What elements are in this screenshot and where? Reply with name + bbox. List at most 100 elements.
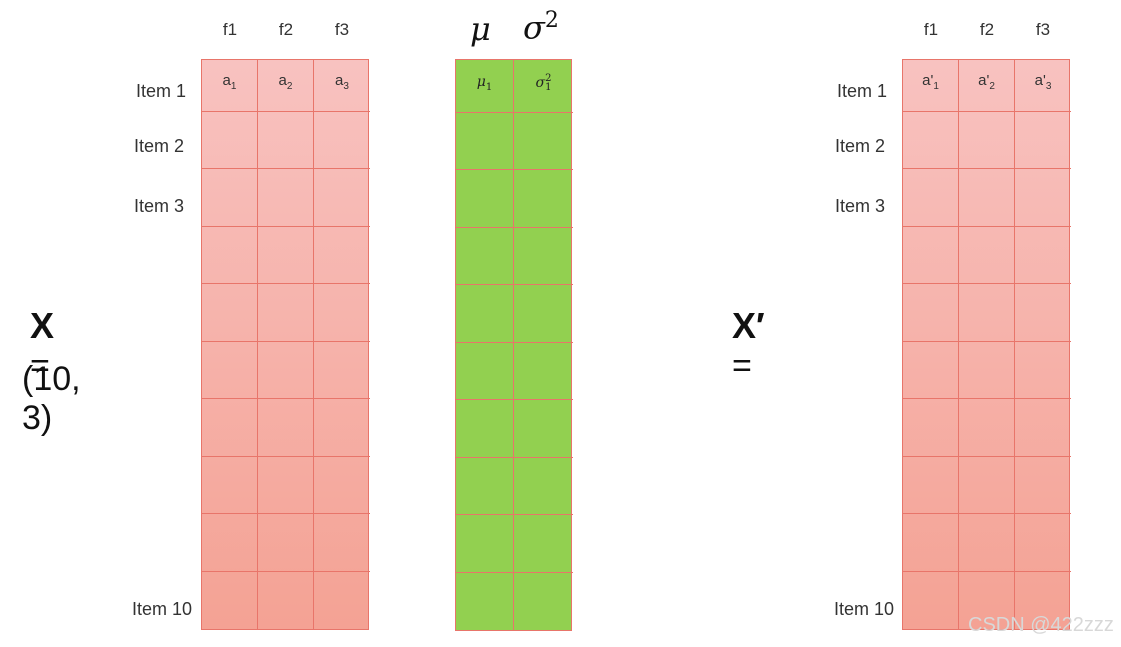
right-row-label-1: Item 1 [836, 81, 887, 101]
right-matrix-cell-r3-c3 [1015, 169, 1071, 227]
stats-cell-r10-c2 [514, 573, 573, 630]
stats-cell-r8-c1 [456, 457, 514, 516]
left-matrix-cell-r8-c1 [202, 456, 258, 515]
left-matrix-cell-r6-c2 [258, 341, 314, 400]
right-matrix-cell-r9-c3 [1015, 514, 1071, 572]
right-matrix-cell-r4-c2 [959, 226, 1015, 285]
left-matrix-cell-r8-c3 [314, 457, 370, 515]
x-prime-equals: = [732, 347, 752, 385]
left-row-label-2: Item 2 [133, 136, 184, 156]
right-matrix-cell-r8-c2 [959, 456, 1015, 515]
stats-cell-r4-c2 [514, 228, 573, 286]
right-header-f3: f3 [1035, 20, 1051, 39]
right-matrix-cell-r4-c3 [1015, 227, 1071, 285]
left-matrix-cell-r7-c1 [202, 399, 258, 457]
right-matrix-cell-r10-c2 [959, 571, 1015, 629]
stats-cell-r9-c1 [456, 515, 514, 573]
stats-cell-r2-c1 [456, 113, 514, 171]
left-matrix-grid: a1 a2 a3 [201, 59, 370, 630]
left-header-f2: f2 [278, 20, 294, 39]
left-matrix-cell-r4-c3 [314, 227, 370, 285]
left-matrix-cell-r5-c1 [202, 284, 258, 342]
stats-cell-r3-c2 [514, 170, 573, 228]
left-matrix-cell-r10-c2 [258, 571, 314, 629]
stats-cell-r5-c1 [456, 285, 514, 343]
right-matrix-cell-r10-c1 [903, 571, 959, 629]
left-row-label-1: Item 1 [135, 81, 186, 101]
stats-cell-r4-c1 [456, 227, 514, 286]
stats-cell-r9-c2 [514, 515, 573, 573]
left-matrix-cell-r2-c1 [202, 112, 258, 170]
left-matrix-cell-r5-c2 [258, 284, 314, 342]
left-matrix-cell-r5-c3 [314, 284, 370, 342]
left-matrix-cell-r9-c1 [202, 514, 258, 572]
left-matrix-cell-r8-c2 [258, 456, 314, 515]
right-row-label-3: Item 3 [834, 196, 885, 216]
left-matrix-cell-r2-c2 [258, 112, 314, 170]
left-matrix-cell-r1-c2: a2 [258, 60, 314, 112]
right-matrix-cell-r7-c2 [959, 399, 1015, 457]
stats-cell-r6-c2 [514, 343, 573, 401]
right-matrix-cell-r8-c3 [1015, 457, 1071, 515]
right-row-label-2: Item 2 [834, 136, 885, 156]
left-matrix-cell-r1-c3: a3 [314, 60, 370, 112]
x-variable: X [30, 305, 55, 346]
right-matrix-cell-r5-c3 [1015, 284, 1071, 342]
stats-cell-r8-c2 [514, 458, 573, 516]
left-matrix-cell-r7-c3 [314, 399, 370, 457]
right-matrix-cell-r2-c3 [1015, 112, 1071, 170]
right-row-label-10: Item 10 [833, 599, 894, 619]
x-equation: X = [30, 305, 54, 386]
stats-cell-r7-c1 [456, 400, 514, 458]
stats-cell-r7-c2 [514, 400, 573, 458]
right-matrix-cell-r7-c3 [1015, 399, 1071, 457]
x-prime-equation: X′ = [732, 305, 765, 386]
stats-cell-r3-c1 [456, 170, 514, 228]
right-matrix-cell-r7-c1 [903, 399, 959, 457]
left-matrix-cell-r9-c2 [258, 514, 314, 572]
left-matrix-cell-r9-c3 [314, 514, 370, 572]
left-header-f3: f3 [334, 20, 350, 39]
left-matrix-cell-r6-c3 [314, 342, 370, 400]
right-matrix-cell-r5-c2 [959, 284, 1015, 342]
right-matrix-cell-r2-c2 [959, 112, 1015, 170]
left-row-label-3: Item 3 [133, 196, 184, 216]
right-matrix-cell-r1-c3: a'3 [1015, 60, 1071, 112]
left-matrix-cell-r4-c2 [258, 226, 314, 285]
right-matrix-cell-r8-c1 [903, 456, 959, 515]
left-matrix-cell-r6-c1 [202, 341, 258, 400]
left-matrix-cell-r10-c3 [314, 572, 370, 629]
right-matrix-cell-r3-c2 [959, 169, 1015, 227]
left-matrix-cell-r1-c1: a1 [202, 60, 258, 112]
watermark: CSDN @422zzz [968, 614, 1114, 636]
right-matrix-cell-r3-c1 [903, 169, 959, 227]
right-matrix-cell-r2-c1 [903, 112, 959, 170]
right-matrix-cell-r9-c2 [959, 514, 1015, 572]
x-shape: (10, 3) [22, 360, 81, 437]
stats-grid: μ1 σ 2 1 [455, 59, 573, 631]
right-matrix-cell-r5-c1 [903, 284, 959, 342]
right-matrix-cell-r1-c1: a'1 [903, 60, 959, 112]
stats-cell-r5-c2 [514, 285, 573, 343]
right-matrix-cell-r4-c1 [903, 226, 959, 285]
right-matrix-cell-r9-c1 [903, 514, 959, 572]
right-matrix-grid: a'1 a'2 a'3 [902, 59, 1071, 630]
x-prime-variable: X′ [732, 305, 765, 346]
left-row-label-10: Item 10 [131, 599, 192, 619]
stats-cell-r1-c1: μ1 [456, 60, 514, 113]
stats-cell-r6-c1 [456, 342, 514, 401]
right-matrix-cell-r6-c1 [903, 341, 959, 400]
left-matrix-cell-r3-c3 [314, 169, 370, 227]
stats-header-mu: μ [470, 10, 491, 48]
right-header-f2: f2 [979, 20, 995, 39]
right-header-f1: f1 [923, 20, 939, 39]
right-matrix-cell-r1-c2: a'2 [959, 60, 1015, 112]
left-matrix-cell-r2-c3 [314, 112, 370, 170]
stats-header-sigma2: σ2 [523, 8, 559, 47]
right-matrix-cell-r6-c3 [1015, 342, 1071, 400]
left-header-f1: f1 [222, 20, 238, 39]
left-matrix-cell-r3-c2 [258, 169, 314, 227]
left-matrix-cell-r7-c2 [258, 399, 314, 457]
right-matrix-cell-r6-c2 [959, 341, 1015, 400]
